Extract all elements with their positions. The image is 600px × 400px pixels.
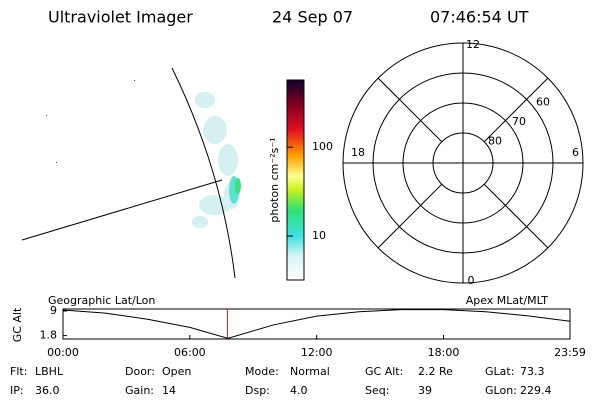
- status-value: Open: [162, 365, 191, 378]
- orbit-right-title: Apex MLat/MLT: [466, 294, 549, 307]
- colorbar-label: photon cm⁻²s⁻¹: [268, 137, 281, 222]
- colorbar-tick-label: 100: [312, 140, 333, 153]
- status-value: 39: [418, 384, 432, 397]
- instrument: Ultraviolet Imager: [48, 8, 193, 27]
- altitude-curve: [62, 309, 571, 339]
- time: 07:46:54 UT: [430, 8, 529, 27]
- polar-spoke: [483, 183, 549, 249]
- polar-spoke: [377, 183, 443, 249]
- lat-ring: [372, 72, 554, 254]
- lat-label: 70: [512, 115, 526, 128]
- status-value: 4.0: [290, 384, 308, 397]
- uv-image: [21, 67, 241, 279]
- lat-label: 60: [536, 96, 550, 109]
- colorbar: [286, 79, 305, 281]
- lat-label: 80: [488, 135, 502, 148]
- status-label: Gain:: [125, 384, 154, 397]
- status-label: GLon:: [485, 384, 517, 397]
- status-value: 14: [162, 384, 176, 397]
- status-label: IP:: [10, 384, 24, 397]
- colorbar-tick-label: 10: [312, 229, 326, 242]
- status-value: Normal: [290, 365, 330, 378]
- polar-spoke: [377, 77, 443, 143]
- x-tick-label: 12:00: [301, 346, 333, 359]
- status-label: Flt:: [10, 365, 27, 378]
- status-value: 36.0: [35, 384, 60, 397]
- orbit-left-title: Geographic Lat/Lon: [48, 294, 155, 307]
- y-tick-label: 1.8: [40, 329, 58, 342]
- mlt-label: 6: [572, 146, 579, 159]
- x-tick-label: 06:00: [174, 346, 206, 359]
- orbit-ylabel: GC Alt: [11, 307, 24, 342]
- status-value: 229.4: [520, 384, 552, 397]
- polar-spoke: [483, 77, 549, 143]
- status-label: GLat:: [485, 365, 514, 378]
- status-label: Mode:: [245, 365, 279, 378]
- status-label: Door:: [125, 365, 155, 378]
- status-value: 73.3: [520, 365, 545, 378]
- lat-ring: [432, 132, 494, 194]
- status-value: LBHL: [35, 365, 64, 378]
- mlt-label: 18: [351, 146, 365, 159]
- orbit-frame: [62, 308, 571, 340]
- y-tick-label: 9: [50, 304, 57, 317]
- lat-ring: [402, 102, 524, 224]
- status-label: Seq:: [365, 384, 389, 397]
- status-label: GC Alt:: [365, 365, 403, 378]
- mlt-label: 0: [468, 274, 475, 287]
- x-tick-label: 18:00: [428, 346, 460, 359]
- mlt-label: 12: [466, 38, 480, 51]
- date: 24 Sep 07: [272, 8, 353, 27]
- status-value: 2.2 Re: [418, 365, 453, 378]
- x-tick-label: 23:59: [554, 346, 586, 359]
- status-label: Dsp:: [245, 384, 270, 397]
- x-tick-label: 00:00: [47, 346, 79, 359]
